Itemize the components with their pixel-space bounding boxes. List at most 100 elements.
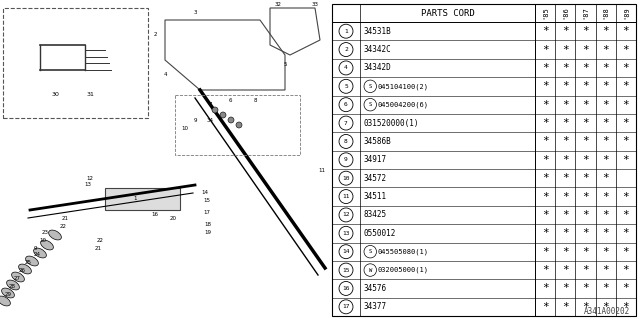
Text: 17: 17 (204, 211, 211, 215)
Text: 22: 22 (97, 237, 104, 243)
Text: *: * (602, 302, 609, 312)
Text: 032005000(1): 032005000(1) (378, 267, 429, 273)
Text: 34917: 34917 (363, 155, 386, 164)
Text: '89: '89 (623, 7, 629, 20)
Text: *: * (541, 155, 548, 165)
Text: 34511: 34511 (363, 192, 386, 201)
Text: *: * (623, 155, 629, 165)
Text: 34342C: 34342C (363, 45, 391, 54)
Ellipse shape (49, 230, 61, 240)
Text: 34576: 34576 (363, 284, 386, 293)
Text: *: * (541, 210, 548, 220)
Ellipse shape (26, 256, 38, 266)
Text: 12: 12 (86, 175, 93, 180)
Text: 9: 9 (193, 117, 196, 123)
Text: '87: '87 (582, 7, 589, 20)
Text: 16: 16 (152, 212, 159, 218)
Bar (3, 8, 148, 118)
Text: 17: 17 (342, 304, 349, 309)
Text: *: * (623, 63, 629, 73)
Text: 34: 34 (207, 117, 214, 123)
Text: 20: 20 (170, 215, 177, 220)
Text: S: S (369, 249, 372, 254)
Text: *: * (623, 81, 629, 91)
Text: S: S (369, 84, 372, 89)
Text: *: * (623, 210, 629, 220)
Text: *: * (562, 136, 569, 147)
Text: 10: 10 (40, 237, 47, 243)
Text: *: * (602, 155, 609, 165)
Text: 12: 12 (342, 212, 349, 217)
Text: 5: 5 (284, 62, 287, 68)
Text: 13: 13 (342, 231, 349, 236)
Text: *: * (602, 173, 609, 183)
Text: 34342D: 34342D (363, 63, 391, 72)
Text: 9: 9 (344, 157, 348, 162)
Text: 3: 3 (193, 10, 196, 14)
Text: 23: 23 (42, 229, 49, 235)
Text: *: * (562, 247, 569, 257)
Text: *: * (562, 302, 569, 312)
Text: 5: 5 (344, 84, 348, 89)
Text: *: * (623, 247, 629, 257)
Ellipse shape (40, 240, 53, 250)
Text: 11: 11 (319, 167, 326, 172)
Text: PARTS CORD: PARTS CORD (420, 9, 474, 18)
Circle shape (220, 112, 226, 118)
Text: *: * (623, 118, 629, 128)
Text: 34586B: 34586B (363, 137, 391, 146)
Text: *: * (541, 247, 548, 257)
Text: *: * (582, 155, 589, 165)
Text: *: * (562, 284, 569, 293)
Text: 2: 2 (153, 33, 157, 37)
Text: *: * (602, 228, 609, 238)
Text: *: * (562, 26, 569, 36)
Text: 30: 30 (51, 92, 59, 98)
Text: 7: 7 (344, 121, 348, 125)
Text: *: * (602, 136, 609, 147)
Text: 1: 1 (133, 196, 137, 201)
Text: 83425: 83425 (363, 211, 386, 220)
Text: 7: 7 (208, 102, 212, 108)
Text: *: * (541, 100, 548, 110)
Text: 6: 6 (344, 102, 348, 107)
Text: A341A00202: A341A00202 (584, 307, 630, 316)
Text: 19: 19 (205, 229, 211, 235)
Text: *: * (541, 136, 548, 147)
Text: 18: 18 (205, 221, 211, 227)
Text: *: * (582, 265, 589, 275)
Ellipse shape (12, 272, 24, 282)
Text: 29: 29 (4, 292, 12, 297)
Text: *: * (541, 81, 548, 91)
Text: *: * (582, 44, 589, 55)
Text: *: * (602, 210, 609, 220)
Text: 9: 9 (33, 245, 36, 251)
Text: *: * (562, 118, 569, 128)
Text: *: * (602, 81, 609, 91)
Text: *: * (602, 26, 609, 36)
Text: *: * (562, 81, 569, 91)
Text: *: * (582, 302, 589, 312)
Circle shape (212, 107, 218, 113)
Text: 1: 1 (344, 29, 348, 34)
Ellipse shape (34, 248, 46, 258)
Ellipse shape (19, 264, 31, 274)
Text: *: * (562, 100, 569, 110)
Text: 8: 8 (344, 139, 348, 144)
Text: *: * (602, 44, 609, 55)
Text: *: * (541, 302, 548, 312)
Text: 14: 14 (202, 189, 209, 195)
Text: *: * (541, 26, 548, 36)
Text: *: * (582, 136, 589, 147)
Text: 14: 14 (342, 249, 349, 254)
Text: '85: '85 (542, 7, 548, 20)
Text: *: * (602, 265, 609, 275)
Text: '88: '88 (603, 7, 609, 20)
Text: *: * (562, 155, 569, 165)
Text: 0550012: 0550012 (363, 229, 396, 238)
Text: *: * (541, 118, 548, 128)
Text: *: * (602, 247, 609, 257)
Text: 8: 8 (253, 98, 257, 102)
Text: *: * (602, 100, 609, 110)
Text: *: * (562, 228, 569, 238)
